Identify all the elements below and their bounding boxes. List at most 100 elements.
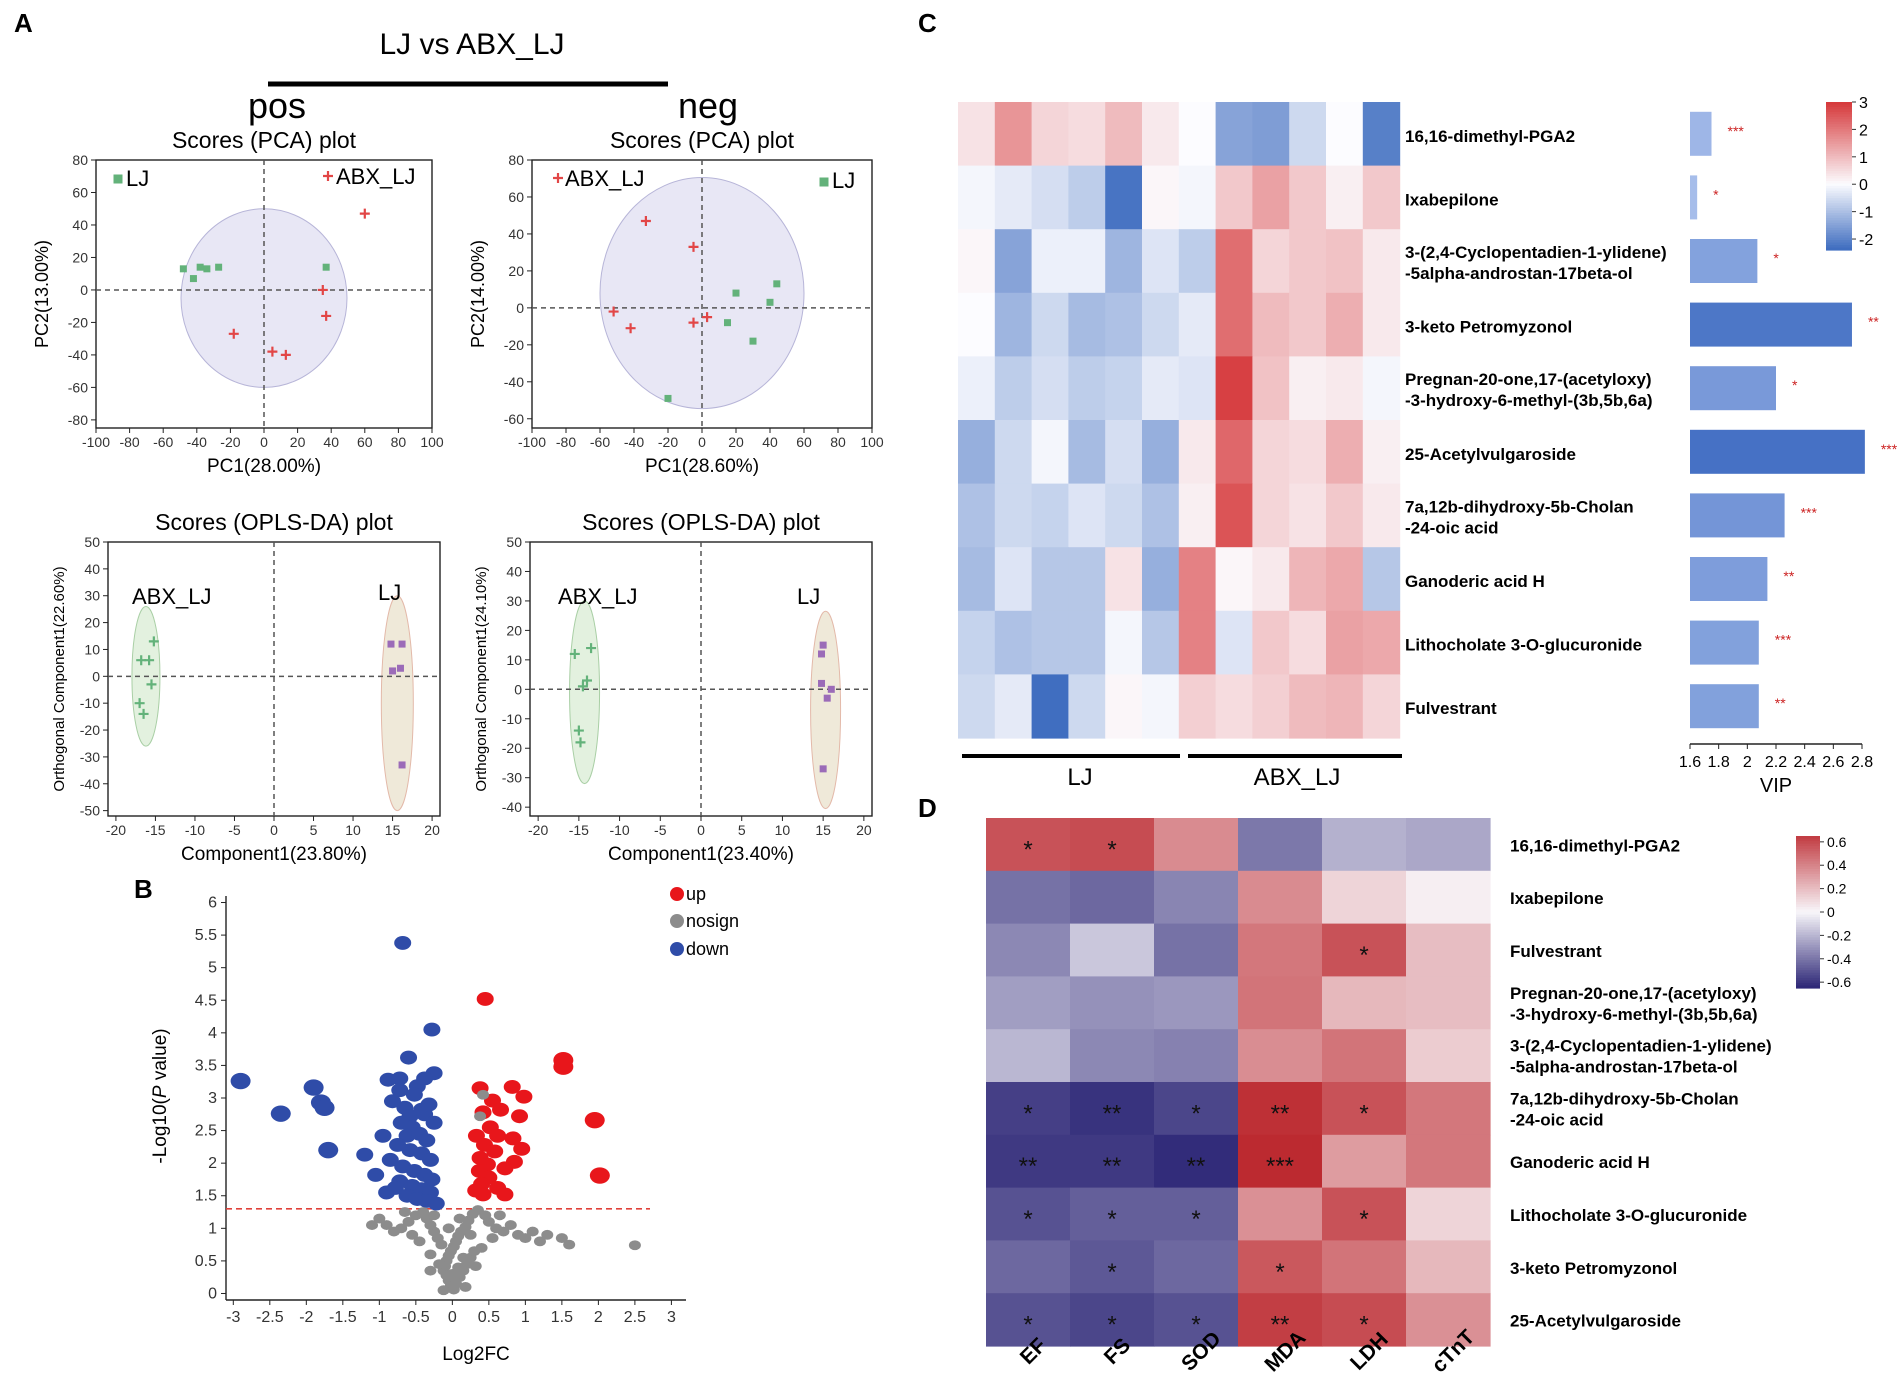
scale-tick-label: 1 — [1859, 150, 1868, 167]
metabolite-label: Lithocholate 3-O-glucuronide — [1510, 1206, 1747, 1225]
x-tick-label: 10 — [775, 822, 791, 838]
heatmap-cell — [1215, 102, 1253, 167]
vip-tick-label: 2.2 — [1765, 754, 1787, 771]
heatmap-cell — [1289, 674, 1327, 739]
heatmap-cell — [1178, 483, 1217, 548]
down-point — [421, 1152, 439, 1167]
lj-sample-point — [819, 765, 827, 773]
correlation-cell — [1070, 1187, 1155, 1241]
abx-sample-point — [573, 725, 584, 736]
heatmap-cell — [1252, 165, 1290, 230]
heatmap-cell — [994, 165, 1033, 230]
vip-bar — [1690, 429, 1865, 474]
compound-label: Lithocholate 3-O-glucuronide — [1405, 636, 1642, 655]
nosign-point — [469, 1261, 482, 1272]
compound-label-line: 16,16-dimethyl-PGA2 — [1405, 127, 1575, 146]
abx-sample-point — [267, 346, 278, 357]
color-scale-step — [1826, 208, 1852, 212]
color-scale-step — [1826, 217, 1852, 221]
vip-tick-label: 2.4 — [1794, 754, 1816, 771]
metabolite-label-line: 25-Acetylvulgaroside — [1510, 1312, 1681, 1331]
legend-label-up: up — [686, 884, 706, 904]
y-tick-label: -30 — [80, 749, 100, 765]
vip-tick-label: 2 — [1743, 754, 1752, 771]
heatmap-cell — [1326, 610, 1364, 675]
heatmap-cell — [1178, 610, 1217, 675]
significance-marker: * — [1191, 1206, 1200, 1233]
y-tick-label: 20 — [508, 263, 524, 279]
color-scale-step — [1796, 917, 1820, 921]
color-scale-step — [1826, 121, 1852, 125]
correlation-cell — [1238, 923, 1323, 977]
y-tick-label: -50 — [80, 803, 100, 819]
color-scale-step — [1796, 843, 1820, 847]
x-tick-label: 0 — [698, 434, 706, 450]
y-tick-label: 40 — [84, 561, 100, 577]
x-tick-label: -20 — [658, 434, 678, 450]
color-scale-step — [1826, 139, 1852, 143]
color-scale-step — [1796, 932, 1820, 936]
color-scale-step — [1796, 965, 1820, 969]
heatmap-cell — [1031, 356, 1069, 421]
correlation-cell — [1406, 1029, 1491, 1083]
heatmap-cell — [1105, 356, 1143, 421]
heatmap-cell — [1142, 420, 1180, 485]
vip-significance: * — [1773, 250, 1779, 266]
heatmap-cell — [1326, 102, 1364, 167]
heatmap-cell — [1068, 102, 1106, 167]
color-scale-step — [1796, 982, 1820, 987]
heatmap-cell — [1252, 420, 1290, 485]
y-tick-label: 10 — [84, 641, 100, 657]
heatmap-cell — [1105, 292, 1143, 357]
down-point — [386, 1180, 404, 1195]
group-label-lj: LJ — [378, 580, 401, 605]
color-scale-step — [1826, 176, 1852, 180]
abx-sample-point — [321, 310, 332, 321]
heatmap-cell — [958, 102, 996, 167]
nosign-point — [519, 1233, 532, 1244]
heatmap-cell — [994, 483, 1033, 548]
heatmap-cell — [958, 483, 996, 548]
y-tick-label: 40 — [72, 217, 88, 233]
lj-sample-point — [387, 640, 395, 648]
color-scale-step — [1826, 247, 1852, 251]
correlation-cell — [1238, 1134, 1323, 1189]
color-scale-step — [1796, 856, 1820, 860]
correlation-cell — [1070, 1293, 1155, 1347]
heatmap-cell — [1362, 483, 1401, 548]
group-label-abx: ABX_LJ — [132, 584, 212, 609]
x-tick-label: -20 — [220, 434, 240, 450]
down-point — [314, 1099, 335, 1116]
metabolite-label-line: Ixabepilone — [1510, 889, 1604, 908]
y-tick-label: 0 — [208, 1285, 217, 1302]
x-tick-label: 10 — [345, 822, 361, 838]
color-scale-step — [1826, 151, 1852, 155]
metabolite-label-line: 3-(2,4-Cyclopentadien-1-ylidene) — [1510, 1037, 1772, 1056]
legend-swatch-down — [670, 942, 684, 956]
down-point — [391, 1083, 409, 1098]
y-axis-label: PC2(14.00%) — [468, 240, 488, 348]
x-tick-label: 3 — [667, 1309, 676, 1326]
up-point — [474, 1187, 492, 1202]
metabolite-label: 16,16-dimethyl-PGA2 — [1510, 836, 1680, 855]
color-scale-step — [1826, 126, 1852, 130]
significance-marker: ** — [1271, 1100, 1290, 1127]
heatmap-cell — [1326, 674, 1364, 739]
color-scale-step — [1796, 884, 1820, 888]
color-scale-step — [1796, 927, 1820, 931]
significance-marker: * — [1359, 1312, 1368, 1339]
legend-label-down: down — [686, 939, 729, 959]
plot-title: Scores (PCA) plot — [172, 127, 357, 153]
y-tick-label: 50 — [84, 534, 100, 550]
y-tick-label: 1 — [208, 1220, 217, 1237]
heatmap-cell — [1142, 292, 1180, 357]
heatmap-cell — [958, 356, 996, 421]
y-tick-label: 60 — [72, 184, 88, 200]
metabolite-label-line: -24-oic acid — [1510, 1110, 1604, 1129]
x-tick-label: 100 — [860, 434, 884, 450]
correlation-cell — [986, 870, 1071, 925]
y-tick-label: 40 — [508, 226, 524, 242]
correlation-cell — [1070, 1240, 1155, 1294]
correlation-cell — [1238, 870, 1323, 925]
color-scale-step — [1796, 970, 1820, 974]
